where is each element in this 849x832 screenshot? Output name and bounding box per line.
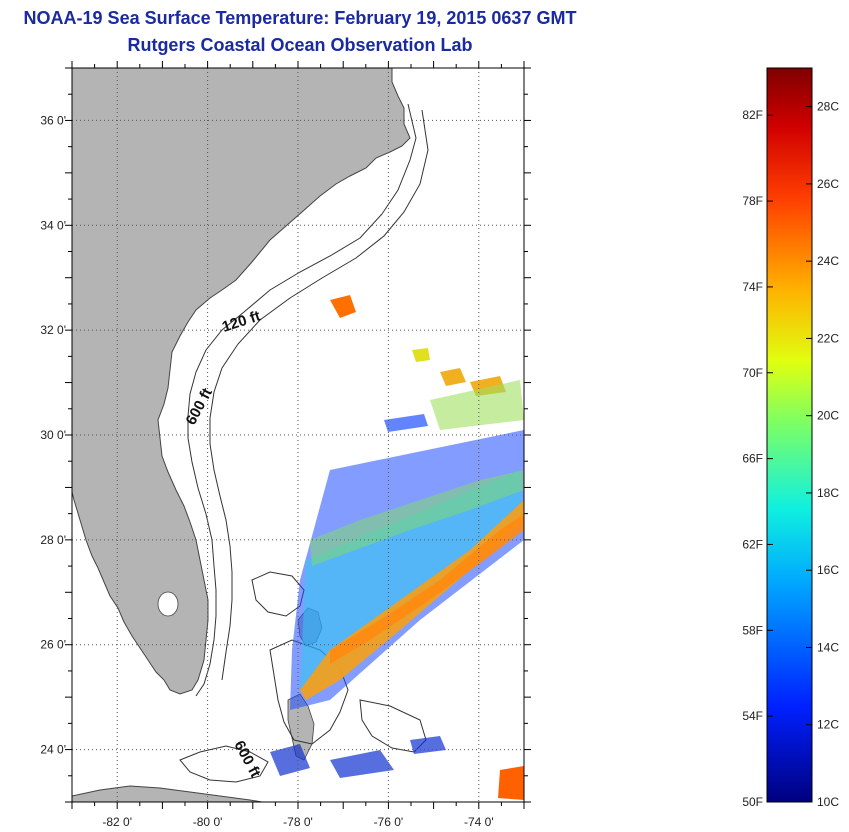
contour-keys <box>179 745 269 783</box>
sst-colorbar <box>766 67 813 803</box>
colorbar-label-c: 22C <box>817 331 839 345</box>
lon-tick-label: -80 0' <box>193 815 223 829</box>
lat-tick-label: 32 0' <box>40 323 66 337</box>
colorbar-label-c: 12C <box>817 718 839 732</box>
contour-600ft <box>209 109 429 681</box>
colorbar-label-f: 82F <box>742 108 763 122</box>
colorbar-label-c: 16C <box>817 563 839 577</box>
colorbar-label-f: 58F <box>742 623 763 637</box>
colorbar-label-f: 78F <box>742 194 763 208</box>
colorbar-label-c: 14C <box>817 640 839 654</box>
lat-tick-label: 24 0' <box>40 743 66 757</box>
colorbar-label-f: 54F <box>742 709 763 723</box>
lon-tick-label: -74 0' <box>464 815 494 829</box>
lat-tick-label: 26 0' <box>40 638 66 652</box>
map-frame-ticks <box>65 61 531 809</box>
colorbar-label-c: 20C <box>817 409 839 423</box>
colorbar-label-c: 18C <box>817 486 839 500</box>
map-subtitle: Rutgers Coastal Ocean Observation Lab <box>127 35 473 55</box>
lon-tick-label: -78 0' <box>283 815 313 829</box>
colorbar-label-f: 62F <box>742 537 763 551</box>
lat-tick-label: 30 0' <box>40 428 66 442</box>
land-mass <box>72 68 411 695</box>
cuba-land <box>72 785 263 802</box>
colorbar-label-f: 70F <box>742 366 763 380</box>
map-gridlines <box>72 68 524 802</box>
colorbar-label-c: 26C <box>817 177 839 191</box>
map-title: NOAA-19 Sea Surface Temperature: Februar… <box>23 8 577 28</box>
lat-tick-label: 34 0' <box>40 218 66 232</box>
lake-shape <box>157 591 179 617</box>
lat-tick-label: 36 0' <box>40 113 66 127</box>
colorbar-label-f: 74F <box>742 280 763 294</box>
sst-swath <box>270 295 524 800</box>
colorbar-label-c: 28C <box>817 100 839 114</box>
lon-tick-label: -82 0' <box>102 815 132 829</box>
contour-120ft <box>187 103 417 697</box>
colorbar-ticks <box>767 106 812 803</box>
colorbar-label-f: 66F <box>742 452 763 466</box>
colorbar-label-c: 10C <box>817 795 839 809</box>
colorbar-label-c: 24C <box>817 254 839 268</box>
lon-tick-label: -76 0' <box>374 815 404 829</box>
colorbar-label-f: 50F <box>742 795 763 809</box>
lat-tick-label: 28 0' <box>40 533 66 547</box>
